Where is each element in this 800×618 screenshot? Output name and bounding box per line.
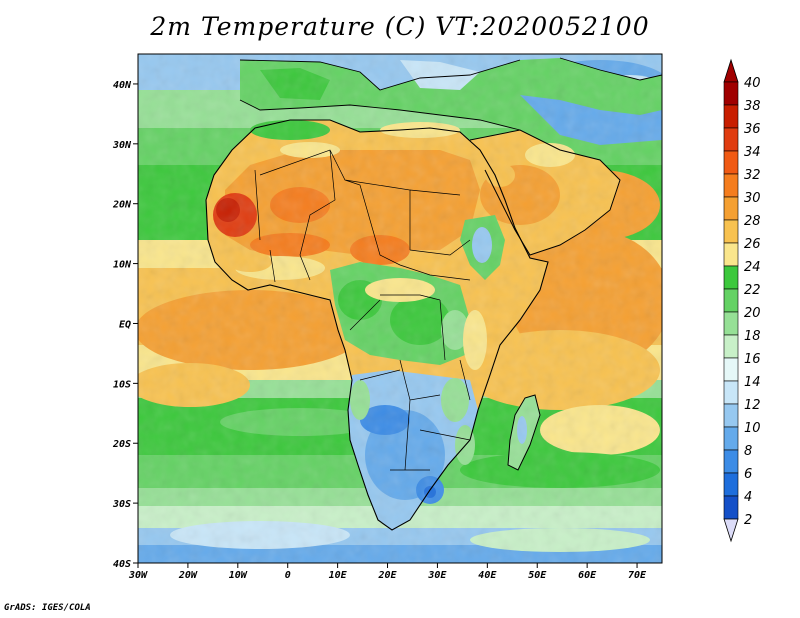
map-title: 2m Temperature (C) VT:2020052100 bbox=[150, 12, 650, 41]
lon-tick-label: 30W bbox=[128, 570, 148, 581]
colorbar-under-triangle bbox=[723, 518, 739, 543]
colorbar-segment bbox=[723, 288, 739, 313]
colorbar-label: 2 bbox=[744, 513, 752, 528]
colorbar-label: 36 bbox=[744, 122, 761, 137]
colorbar-label: 14 bbox=[744, 375, 761, 390]
colorbar-segment bbox=[723, 495, 739, 520]
colorbar-segment bbox=[723, 127, 739, 152]
colorbar-label: 10 bbox=[744, 421, 761, 436]
lon-tick-label: 0 bbox=[285, 570, 291, 581]
colorbar-segment bbox=[723, 196, 739, 221]
colorbar-segment bbox=[723, 472, 739, 497]
colorbar-label: 20 bbox=[744, 306, 761, 321]
lat-tick-label: 20N bbox=[112, 200, 132, 211]
colorbar-segment bbox=[723, 449, 739, 474]
lat-tick-label: 10N bbox=[113, 260, 132, 271]
lat-tick-label: 30S bbox=[112, 499, 131, 510]
colorbar-label: 24 bbox=[744, 260, 761, 275]
colorbar-label: 26 bbox=[744, 237, 761, 252]
lat-tick-label: 10S bbox=[113, 379, 131, 390]
colorbar-label: 6 bbox=[744, 467, 752, 482]
colorbar-over-triangle bbox=[723, 58, 739, 83]
lat-tick-label: 40N bbox=[113, 80, 132, 91]
colorbar-label: 8 bbox=[744, 444, 752, 459]
colorbar-segment bbox=[723, 173, 739, 198]
longitude-axis: 30W 20W 10W 0 10E 20E 30E 40E 50E 60E 70E bbox=[128, 563, 647, 581]
colorbar-label: 28 bbox=[744, 214, 761, 229]
lat-tick-label: 20S bbox=[112, 439, 131, 450]
lon-tick-label: 60E bbox=[578, 570, 597, 581]
colorbar-label: 34 bbox=[744, 145, 761, 160]
colorbar-segment bbox=[723, 104, 739, 129]
lon-tick-label: 50E bbox=[528, 570, 547, 581]
credit-text: GrADS: IGES/COLA bbox=[4, 603, 91, 613]
colorbar-segment bbox=[723, 403, 739, 428]
lat-tick-label: 30N bbox=[112, 140, 132, 151]
lon-tick-label: 20W bbox=[178, 570, 198, 581]
colorbar-label: 22 bbox=[744, 283, 761, 298]
colorbar-label: 30 bbox=[744, 191, 761, 206]
colorbar-segment bbox=[723, 265, 739, 290]
colorbar-segment bbox=[723, 426, 739, 451]
colorbar-label: 4 bbox=[744, 490, 752, 505]
temperature-field bbox=[138, 54, 662, 563]
map-frame bbox=[137, 53, 663, 564]
latitude-axis: 40N 30N 20N 10N EQ 10S 20S 30S 40S bbox=[112, 80, 138, 570]
colorbar-segment bbox=[723, 357, 739, 382]
colorbar-segment bbox=[723, 380, 739, 405]
colorbar-label: 12 bbox=[744, 398, 761, 413]
lon-tick-label: 30E bbox=[427, 570, 447, 581]
colorbar-segment bbox=[723, 334, 739, 359]
lon-tick-label: 40E bbox=[478, 570, 497, 581]
colorbar-segment bbox=[723, 81, 739, 106]
lon-tick-label: 10E bbox=[329, 570, 348, 581]
colorbar-segment bbox=[723, 150, 739, 175]
lat-tick-label: 40S bbox=[113, 559, 131, 570]
colorbar-label: 16 bbox=[744, 352, 761, 367]
lon-tick-label: 20E bbox=[377, 570, 397, 581]
colorbar-label: 38 bbox=[744, 99, 761, 114]
lat-tick-label: EQ bbox=[119, 319, 131, 330]
colorbar-label: 40 bbox=[744, 76, 761, 91]
lon-tick-label: 70E bbox=[628, 570, 647, 581]
colorbar: 40 38 36 34 32 30 28 26 24 22 20 18 16 14 12 10 8 6 4 2 bbox=[723, 58, 761, 543]
colorbar-segment bbox=[723, 311, 739, 336]
colorbar-label: 32 bbox=[744, 168, 761, 183]
colorbar-label: 18 bbox=[744, 329, 761, 344]
colorbar-segment bbox=[723, 219, 739, 244]
lon-tick-label: 10W bbox=[229, 570, 248, 581]
colorbar-segment bbox=[723, 242, 739, 267]
